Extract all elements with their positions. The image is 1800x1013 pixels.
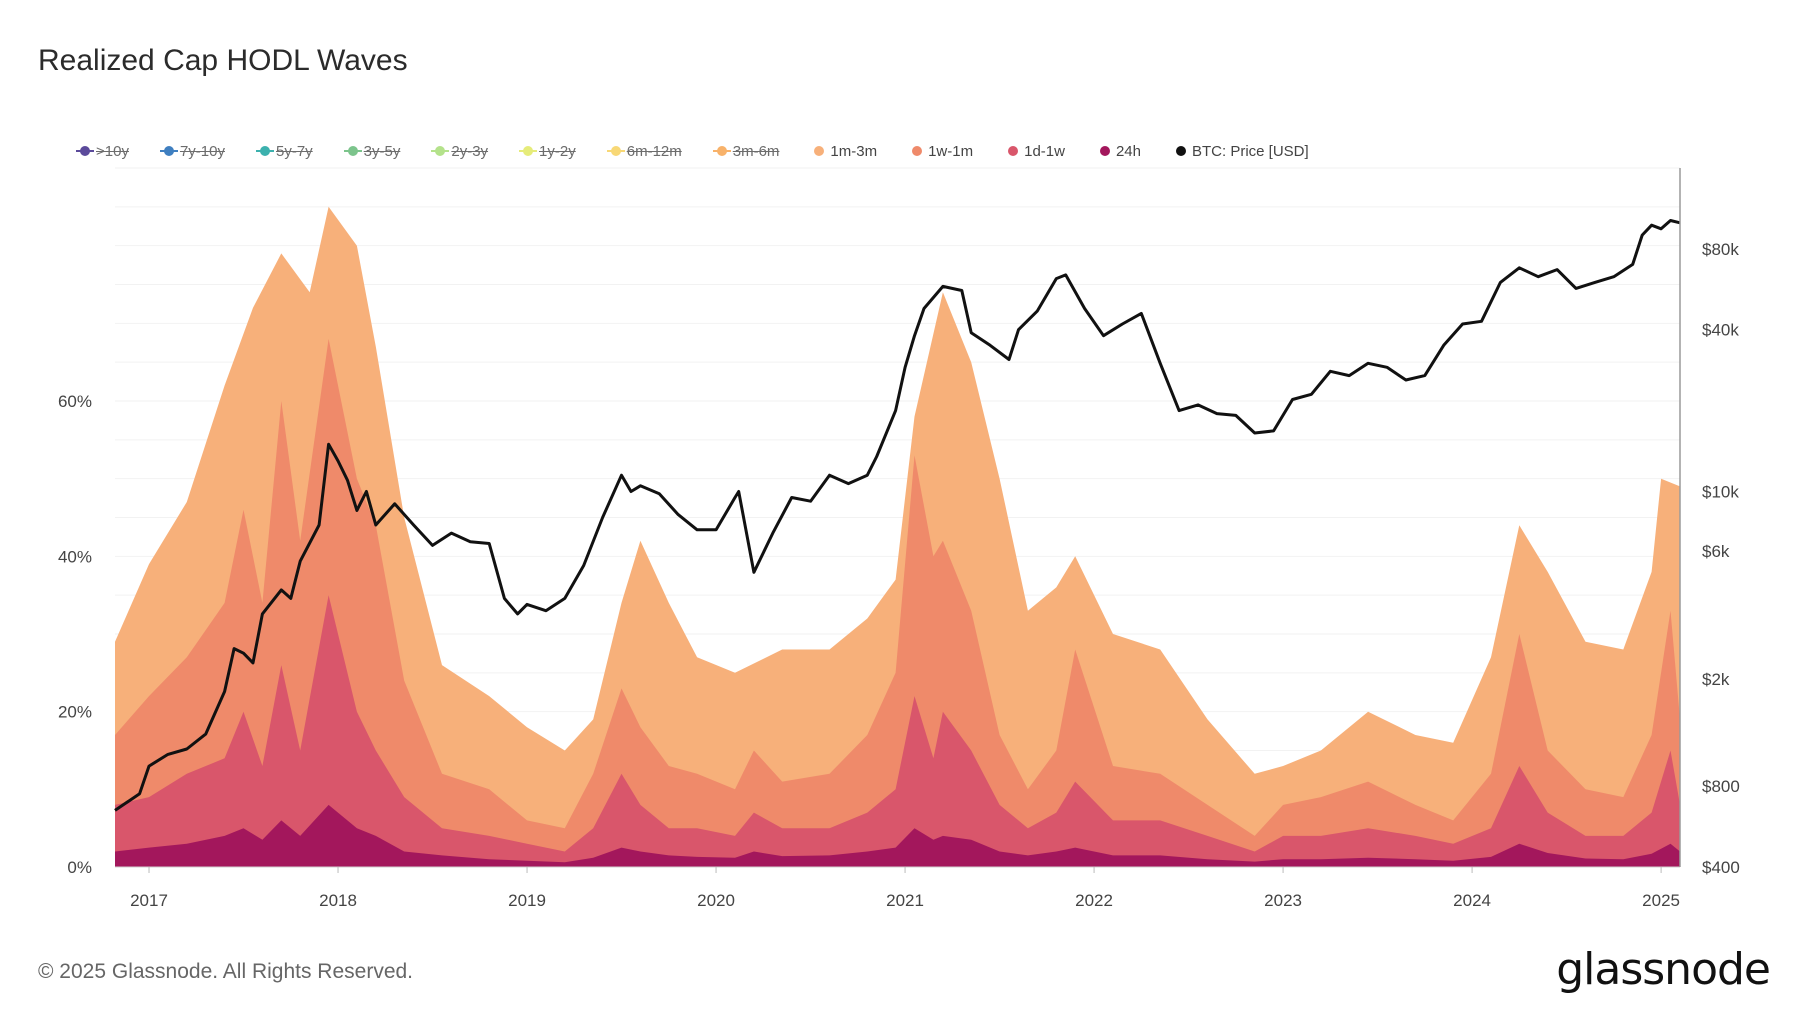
- y-left-tick-label: 20%: [58, 703, 92, 722]
- area-series-24h: [115, 804, 1680, 867]
- legend-swatch-icon: [255, 146, 274, 156]
- legend-item[interactable]: 1y-2y: [519, 142, 576, 160]
- legend-item[interactable]: >10y: [76, 142, 129, 160]
- legend-item[interactable]: 5y-7y: [255, 142, 313, 160]
- y-left-tick-label: 60%: [58, 392, 92, 411]
- legend-label: 3m-6m: [732, 142, 780, 160]
- legend-label: 2y-3y: [451, 142, 489, 160]
- legend-label: 1w-1m: [928, 142, 974, 160]
- legend-label: 3y-5y: [363, 142, 401, 160]
- y-right-tick-label: $40k: [1702, 321, 1739, 340]
- chart-title: Realized Cap HODL Waves: [38, 44, 408, 77]
- legend-item[interactable]: 7y-10y: [159, 142, 225, 160]
- legend-swatch-icon: [343, 146, 362, 156]
- btc-price-line: [114, 219, 1681, 812]
- legend-swatch-icon: [912, 146, 923, 156]
- y-right-tick-label: $10k: [1702, 482, 1739, 501]
- legend-label: BTC: Price [USD]: [1192, 142, 1309, 160]
- legend-item[interactable]: 1m-3m: [814, 143, 877, 160]
- legend-swatch-icon: [1008, 146, 1019, 156]
- legend-swatch-icon: [606, 146, 625, 156]
- legend-label: 1d-1w: [1024, 142, 1065, 160]
- x-tick-label: 2023: [1264, 891, 1302, 910]
- legend-label: >10y: [96, 142, 129, 160]
- legend-item[interactable]: 3m-6m: [712, 142, 780, 160]
- legend-swatch-icon: [159, 146, 178, 156]
- legend-swatch-icon: [814, 146, 825, 156]
- legend-swatch-icon: [431, 146, 450, 156]
- y-left-tick-label: 0%: [67, 858, 92, 877]
- legend-label: 7y-10y: [179, 142, 225, 160]
- legend-swatch-icon: [76, 146, 94, 156]
- legend-item[interactable]: 3y-5y: [343, 142, 401, 160]
- y-right-tick-label: $80k: [1702, 240, 1739, 259]
- legend-item[interactable]: BTC: Price [USD]: [1176, 143, 1309, 160]
- y-left-tick-label: 40%: [58, 547, 92, 566]
- legend-label: 1m-3m: [830, 142, 878, 160]
- x-tick-label: 2022: [1075, 891, 1113, 910]
- legend-label: 6m-12m: [626, 142, 682, 160]
- x-tick-label: 2019: [508, 891, 546, 910]
- y-right-tick-label: $6k: [1702, 542, 1730, 561]
- legend-label: 5y-7y: [275, 142, 313, 160]
- glassnode-logo: glassnode: [1556, 944, 1771, 995]
- x-tick-label: 2020: [697, 891, 735, 910]
- x-tick-label: 2024: [1453, 891, 1491, 910]
- legend-item[interactable]: 24h: [1099, 142, 1141, 160]
- legend-label: 24h: [1115, 142, 1141, 160]
- legend-swatch-icon: [1099, 146, 1110, 156]
- legend: >10y 7y-10y 5y-7y 3y-5y 2y-3y 1y-2y 6m-12m 3m-6…: [76, 140, 1344, 162]
- x-tick-label: 2018: [319, 891, 357, 910]
- legend-swatch-icon: [712, 146, 731, 156]
- legend-item[interactable]: 1d-1w: [1008, 143, 1065, 160]
- copyright-footer: © 2025 Glassnode. All Rights Reserved.: [38, 960, 414, 983]
- legend-swatch-icon: [1176, 146, 1186, 156]
- y-right-tick-label: $800: [1702, 777, 1740, 796]
- legend-item[interactable]: 6m-12m: [606, 142, 682, 160]
- legend-item[interactable]: 2y-3y: [431, 142, 489, 160]
- y-right-tick-label: $400: [1702, 858, 1740, 877]
- legend-swatch-icon: [519, 146, 538, 156]
- legend-label: 1y-2y: [539, 142, 576, 160]
- y-right-tick-label: $2k: [1702, 670, 1730, 689]
- x-tick-label: 2021: [886, 891, 924, 910]
- x-tick-label: 2017: [130, 891, 168, 910]
- legend-item[interactable]: 1w-1m: [912, 143, 973, 160]
- x-tick-label: 2025: [1642, 891, 1680, 910]
